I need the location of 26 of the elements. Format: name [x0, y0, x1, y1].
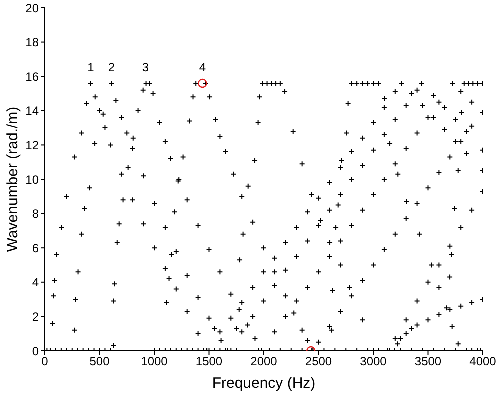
y-axis-title: Wavenumber (rad./m)	[4, 106, 22, 252]
y-tick-label: 6	[32, 241, 40, 256]
y-tick-label: 12	[26, 138, 40, 152]
x-tick-label: 4000	[470, 354, 497, 369]
y-tick-label: 8	[32, 207, 40, 222]
annotation: 3	[142, 60, 150, 74]
y-tick-label: 2	[32, 310, 40, 324]
annotation: 1	[88, 60, 95, 74]
x-tick-label: 1500	[196, 354, 223, 369]
x-tick-label: 3000	[360, 354, 388, 369]
x-tick-label: 2500	[305, 354, 332, 369]
x-axis-title: Frequency (Hz)	[212, 375, 316, 392]
y-tick-label: 10	[26, 172, 40, 187]
y-tick-label: 20	[26, 1, 40, 16]
annotation: 4	[199, 60, 206, 74]
y-tick-label: 14	[26, 104, 40, 118]
x-tick-label: 500	[90, 354, 110, 369]
y-tick-label: 16	[26, 70, 40, 84]
y-tick-label: 0	[32, 344, 40, 358]
y-tick-label: 4	[32, 276, 40, 290]
x-tick-label: 1000	[141, 354, 168, 369]
x-tick-label: 0	[42, 354, 49, 369]
annotation: 2	[108, 60, 116, 74]
x-tick-label: 3500	[414, 354, 442, 369]
x-tick-label: 2000	[250, 354, 278, 369]
y-tick-label: 18	[26, 36, 40, 50]
